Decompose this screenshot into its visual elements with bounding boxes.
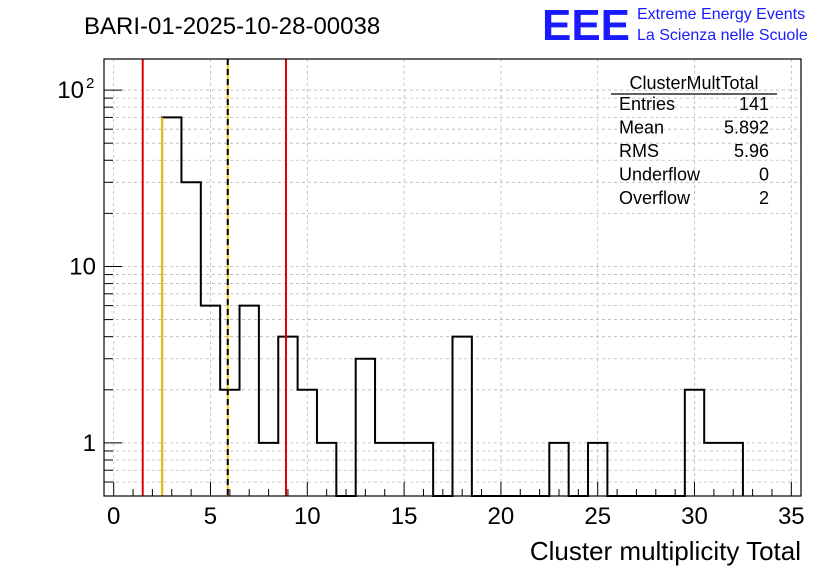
histogram-bin xyxy=(278,337,297,496)
y-tick-label: 10 xyxy=(57,77,84,104)
histogram-bin xyxy=(453,337,472,496)
x-tick-label: 30 xyxy=(681,503,708,530)
stats-label: Overflow xyxy=(619,188,691,208)
histogram-bin xyxy=(724,443,743,496)
logo-line-1: Extreme Energy Events xyxy=(637,6,805,23)
x-tick-label: 20 xyxy=(488,503,515,530)
histogram-bin xyxy=(704,443,723,496)
stats-value: 0 xyxy=(759,165,769,185)
stats-label: Mean xyxy=(619,118,664,138)
histogram-bin xyxy=(549,443,568,496)
x-tick-label: 25 xyxy=(584,503,611,530)
x-axis-ticks: 0 5 10 15 20 25 30 35 xyxy=(107,482,805,530)
histogram-bin xyxy=(414,443,433,496)
logo-mark: EEE xyxy=(542,1,630,50)
stats-label: Entries xyxy=(619,94,675,114)
eee-logo: EEE Extreme Energy Events La Scienza nel… xyxy=(542,1,808,50)
x-tick-label: 35 xyxy=(778,503,805,530)
histogram-bin xyxy=(375,443,394,496)
stats-rows: Entries 141 Mean 5.892 RMS 5.96 Underflow 0 Over… xyxy=(619,94,769,208)
histogram-bin xyxy=(201,306,220,496)
histogram-bin xyxy=(317,443,336,496)
histogram-bin xyxy=(259,443,278,496)
x-tick-label: 5 xyxy=(204,503,217,530)
histogram-bin xyxy=(356,359,375,496)
x-tick-label: 10 xyxy=(294,503,321,530)
stats-box: ClusterMultTotal Entries 141 Mean 5.892 RMS 5… xyxy=(611,73,777,208)
x-tick-label: 0 xyxy=(107,503,120,530)
histogram-bin xyxy=(181,182,200,496)
histogram-bin xyxy=(220,390,239,496)
logo-line-2: La Scienza nelle Scuole xyxy=(637,27,808,44)
marker-lines xyxy=(141,59,287,496)
stats-title: ClusterMultTotal xyxy=(629,73,758,93)
stats-value: 2 xyxy=(759,188,769,208)
x-axis-label: Cluster multiplicity Total xyxy=(530,536,801,566)
run-title: BARI-01-2025-10-28-00038 xyxy=(84,13,380,40)
y-tick-label: 10 xyxy=(69,253,96,280)
histogram-bin xyxy=(240,306,259,496)
stats-label: Underflow xyxy=(619,165,701,185)
stats-value: 141 xyxy=(739,94,769,114)
histogram-bin xyxy=(298,390,317,496)
x-tick-label: 15 xyxy=(391,503,418,530)
stats-value: 5.96 xyxy=(734,141,769,161)
y-tick-label: 1 xyxy=(83,430,96,457)
y-tick-exponent: 2 xyxy=(86,75,94,92)
histogram-bin xyxy=(685,390,704,496)
plot-frame xyxy=(103,58,802,497)
stats-label: RMS xyxy=(619,141,659,161)
histogram-bin xyxy=(162,117,181,496)
stats-value: 5.892 xyxy=(724,118,769,138)
